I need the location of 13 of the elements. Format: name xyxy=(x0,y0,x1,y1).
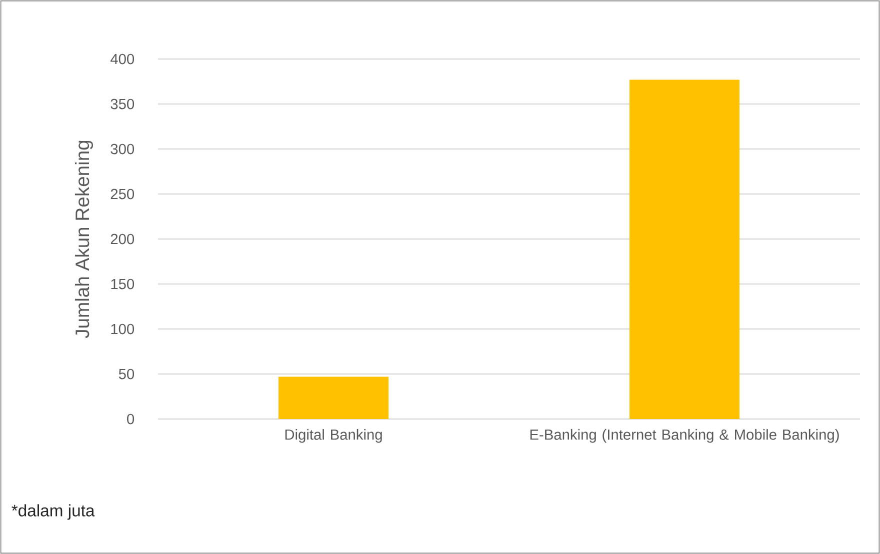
x-tick-label: E-Banking (Internet Banking & Mobile Banking) xyxy=(530,429,839,443)
y-tick-label: 150 xyxy=(111,278,134,290)
y-tick-label: 0 xyxy=(127,414,134,424)
y-tick-label: 50 xyxy=(118,368,134,380)
y-tick-label: 250 xyxy=(110,188,134,200)
text: *dalam juta xyxy=(12,504,95,520)
y-axis-title: Jumlah Akun Rekening xyxy=(74,140,94,338)
y-tick-label: 100 xyxy=(111,324,134,334)
y-tick-label: 400 xyxy=(110,54,134,64)
y-tick-label: 200 xyxy=(110,234,134,244)
y-tick-label: 300 xyxy=(110,144,134,154)
y-tick-label: 350 xyxy=(110,98,134,110)
x-tick-label: Digital Banking xyxy=(285,429,382,443)
